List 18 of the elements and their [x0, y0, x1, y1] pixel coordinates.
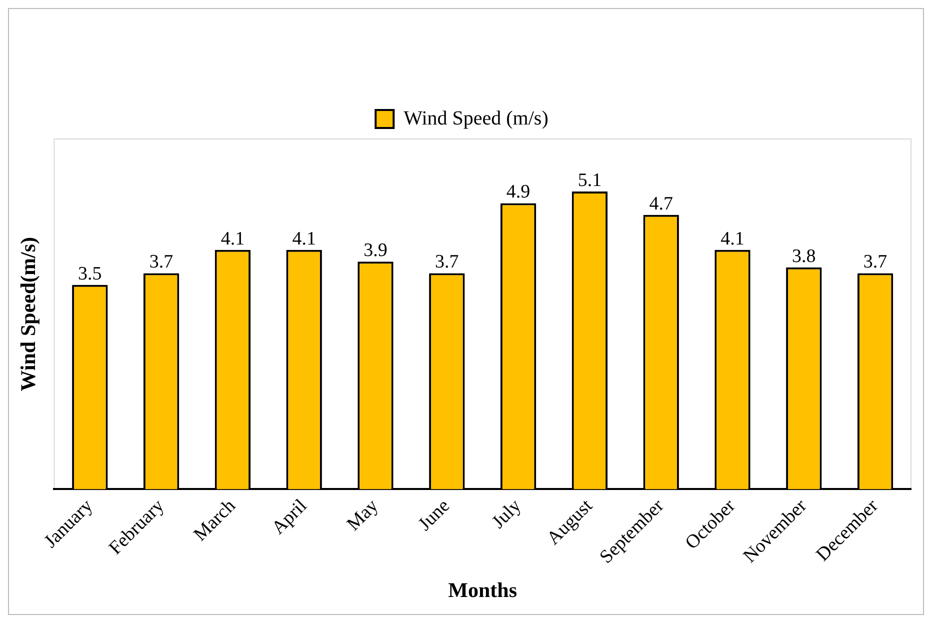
data-label: 4.1: [720, 228, 744, 250]
data-label: 3.8: [792, 246, 816, 267]
data-label: 4.1: [220, 228, 245, 250]
data-label: 3.7: [435, 252, 459, 273]
data-label: 3.7: [863, 252, 888, 273]
x-tick-label: June: [414, 495, 454, 535]
data-label: 4.9: [506, 182, 530, 203]
y-axis-title: Wind Speed(m/s): [16, 236, 40, 392]
x-tick-label: May: [343, 495, 383, 535]
data-label: 3.7: [149, 252, 174, 273]
data-label: 4.1: [292, 228, 316, 250]
x-axis-title: Months: [448, 578, 518, 602]
data-label: 3.5: [78, 263, 102, 284]
data-label: 4.7: [649, 193, 673, 214]
data-label: 5.1: [578, 170, 602, 192]
legend-label: Wind Speed (m/s): [404, 107, 548, 130]
x-tick-label: July: [488, 495, 526, 533]
data-label: 3.9: [364, 240, 388, 262]
